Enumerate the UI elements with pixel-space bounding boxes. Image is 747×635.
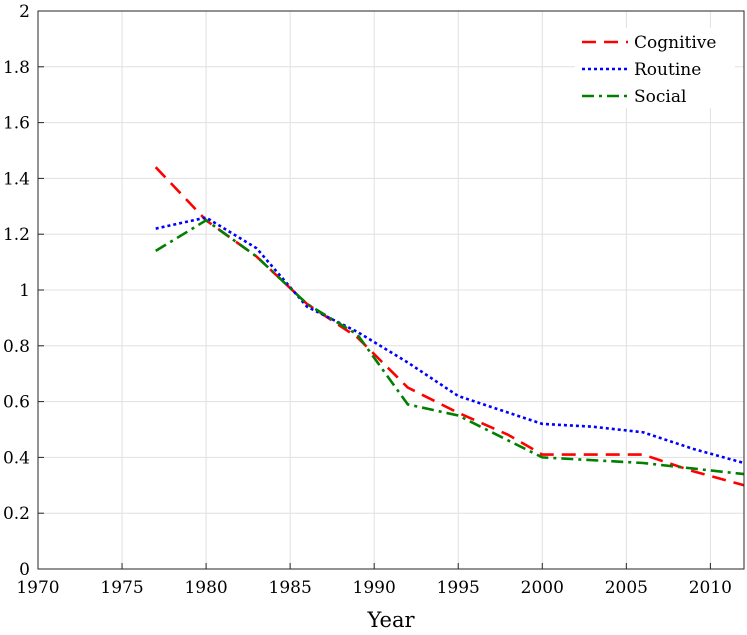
y-tick-label: 0.4 [3,448,30,468]
series-social-line [155,218,745,476]
x-tick-label: 2005 [605,578,648,598]
x-tick-label: 1980 [184,578,227,598]
x-tick-label: 1995 [437,578,480,598]
y-tick-label: 0.2 [3,504,30,524]
legend: Cognitive Routine Social [575,28,735,108]
y-tick-label: 1.4 [3,169,30,189]
y-tick-label: 0.8 [3,337,30,357]
y-tick-label: 0.6 [3,393,30,413]
x-tick-label: 2000 [521,578,564,598]
legend-label-cognitive: Cognitive [634,33,716,53]
x-tick-label: 1985 [269,578,312,598]
y-tick-label: 1.8 [3,58,30,78]
y-tick-label: 1.2 [3,225,30,245]
x-axis-label: Year [366,608,415,632]
y-tick-label: 2 [19,2,30,22]
x-tick-label: 1970 [16,578,59,598]
y-tick-label: 1 [19,281,30,301]
series-layer [154,166,745,487]
x-tick-label: 2010 [689,578,732,598]
axis-ticks: 1970 1975 1980 1985 1990 1995 2000 2005 2010 0 0.2… [3,2,732,598]
series-cognitive-line [154,166,745,487]
y-tick-label: 0 [19,560,30,580]
x-tick-label: 1990 [353,578,396,598]
legend-label-social: Social [634,87,686,107]
series-routine-line [155,216,745,465]
y-tick-label: 1.6 [3,114,30,134]
gridlines [37,10,744,570]
x-tick-label: 1975 [100,578,143,598]
legend-label-routine: Routine [634,60,701,80]
